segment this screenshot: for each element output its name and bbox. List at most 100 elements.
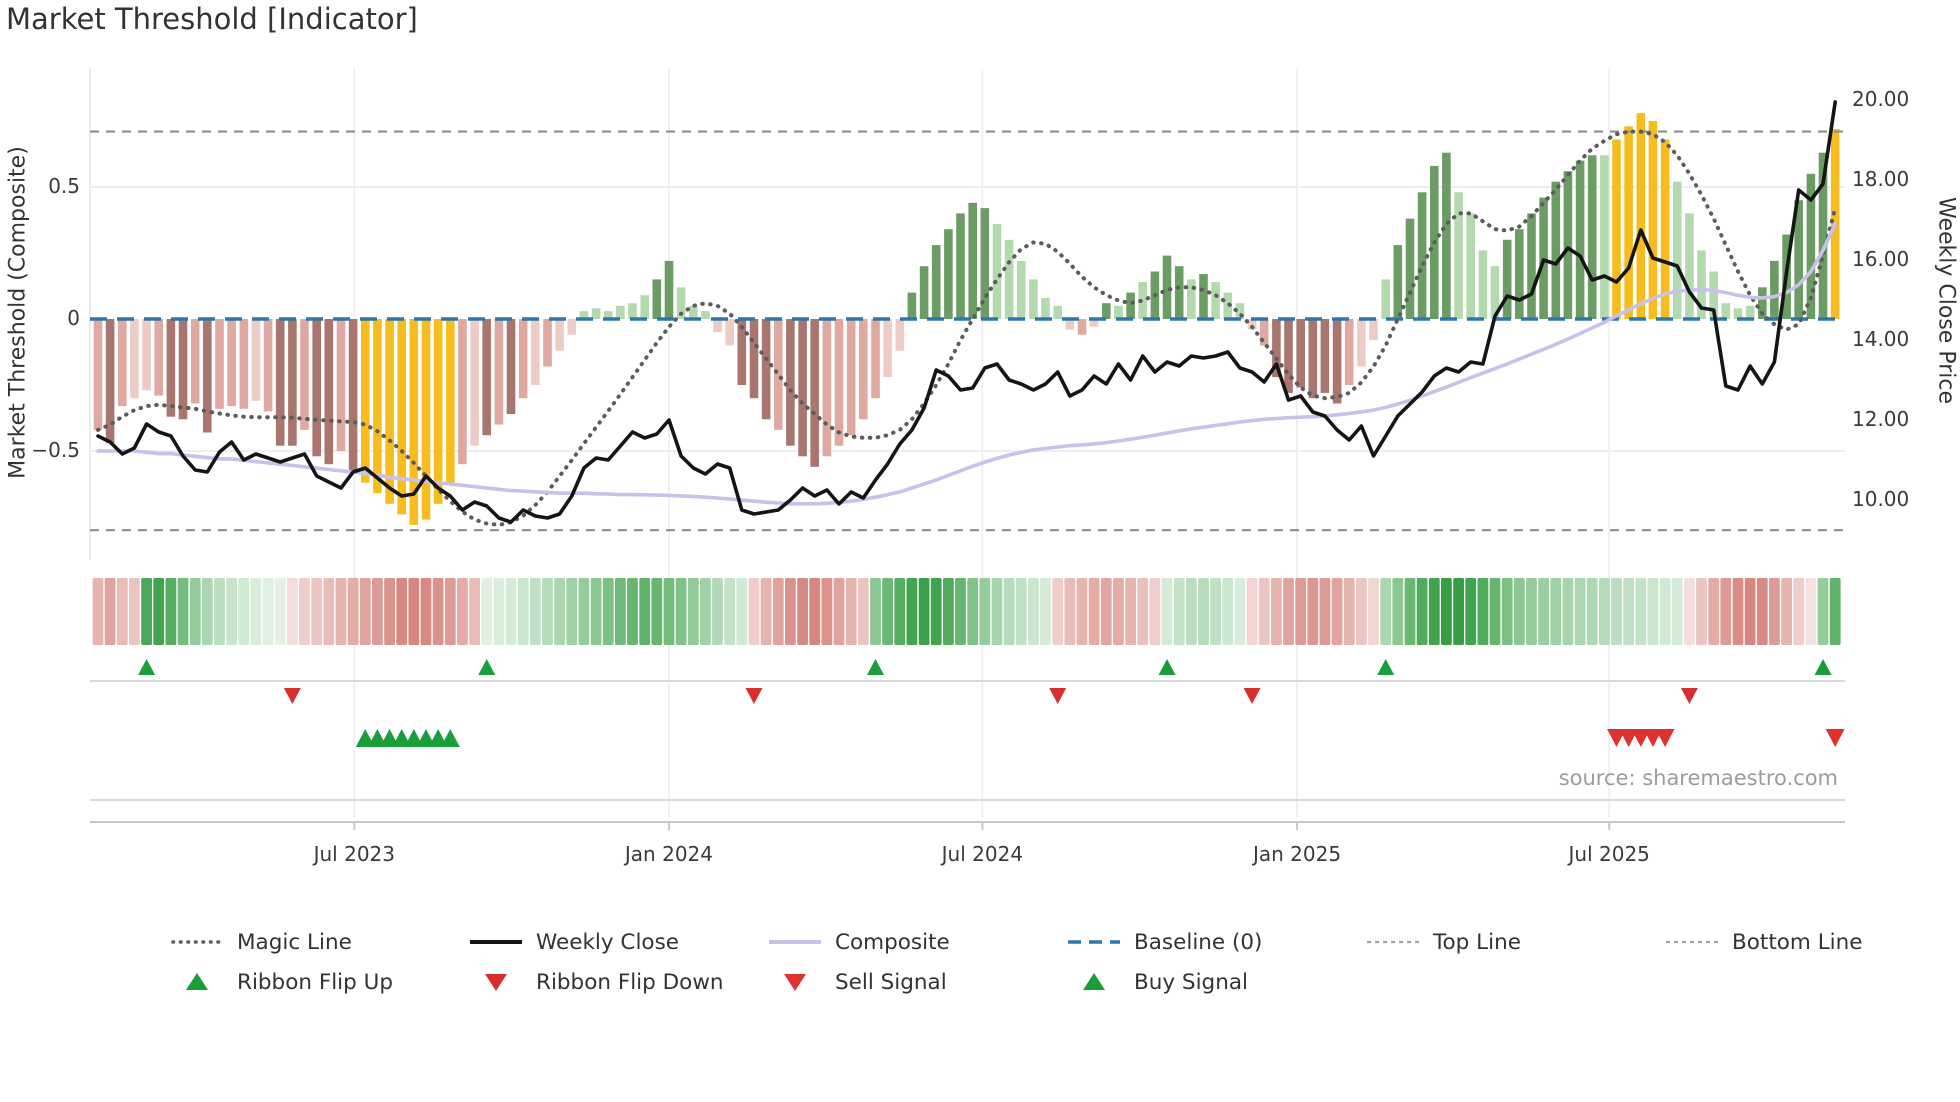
threshold-bar (1442, 152, 1451, 319)
threshold-bar (1247, 319, 1257, 330)
threshold-bar (846, 319, 856, 436)
ribbon-cell (882, 578, 893, 645)
ribbon-cell (967, 578, 979, 645)
ribbon-flip-down-marker (1680, 688, 1698, 704)
threshold-bar (1308, 319, 1318, 399)
threshold-bar (1733, 308, 1743, 319)
threshold-bar (409, 319, 419, 525)
threshold-bar (944, 229, 953, 319)
threshold-bar (1454, 192, 1463, 319)
ribbon-cell (615, 578, 626, 645)
threshold-bar (1758, 287, 1767, 319)
ribbon-cell (918, 578, 930, 645)
ribbon-cell (238, 578, 250, 645)
legend-label: Ribbon Flip Down (536, 969, 724, 995)
threshold-bar (494, 319, 504, 425)
threshold-bar (1381, 279, 1390, 319)
right-axis-tick-label: 20.00 (1852, 87, 1910, 111)
ribbon-cell (311, 578, 323, 645)
ribbon-cell (444, 578, 456, 645)
ribbon-cell (1015, 578, 1027, 645)
threshold-bar (555, 319, 564, 351)
ribbon-cell (955, 578, 966, 645)
ribbon-cell (1744, 578, 1756, 645)
threshold-bar (786, 319, 795, 446)
left-axis-tick-label: 0.5 (48, 174, 80, 198)
threshold-bar (105, 319, 115, 444)
threshold-bar (1296, 319, 1305, 388)
legend-item-ribbon-flip-down: Ribbon Flip Down (469, 968, 724, 996)
buy-signal-marker (428, 729, 448, 747)
threshold-bar (1077, 319, 1087, 335)
threshold-bar (591, 308, 601, 319)
buy-signal-marker (416, 729, 436, 747)
threshold-bar (1041, 297, 1050, 319)
threshold-bar (871, 319, 880, 399)
ribbon-flip-up-marker (1377, 659, 1395, 675)
sell-signal-marker (1825, 729, 1845, 747)
threshold-bar (142, 319, 151, 391)
dashed-blue-line-icon (1068, 940, 1120, 944)
ribbon-cell (675, 578, 687, 645)
threshold-bar (567, 319, 577, 335)
threshold-bar (1587, 155, 1597, 319)
legend-item-buy-signal: Buy Signal (1067, 968, 1248, 996)
ribbon-cell (1793, 578, 1805, 645)
threshold-bar (1745, 305, 1755, 319)
ribbon-cell (505, 578, 517, 645)
threshold-bar (798, 319, 807, 457)
ribbon-flip-up-marker (138, 659, 156, 675)
ribbon-cell (493, 578, 505, 645)
ribbon-cell (1343, 578, 1355, 645)
threshold-bar (664, 260, 674, 319)
legend-label: Ribbon Flip Up (237, 969, 394, 995)
ribbon-cell (1198, 578, 1209, 645)
threshold-bar (1806, 173, 1816, 319)
ribbon-cell (408, 578, 420, 645)
threshold-bar (239, 319, 249, 409)
ribbon-cell (1647, 578, 1659, 645)
threshold-bar (1770, 260, 1779, 319)
ribbon-cell (529, 578, 541, 645)
ribbon-cell (1185, 578, 1197, 645)
legend-item-ribbon-flip-up: Ribbon Flip Up (170, 968, 393, 996)
ribbon-cell (1805, 578, 1817, 645)
right-axis-title: Weekly Close Price (1933, 197, 1959, 404)
threshold-bar (324, 319, 334, 465)
threshold-bar (1527, 213, 1536, 319)
ribbon-cell (335, 578, 347, 645)
threshold-bar (1114, 305, 1123, 319)
x-axis-label: Jul 2025 (1568, 842, 1650, 866)
threshold-bar (1004, 239, 1014, 319)
ribbon-cell (116, 578, 128, 645)
legend-item-baseline: Baseline (0) (1067, 928, 1262, 956)
threshold-bar (1187, 279, 1196, 319)
ribbon-cell (141, 578, 152, 645)
threshold-bar (725, 319, 734, 346)
ribbon-cell (177, 578, 189, 645)
threshold-bar (1575, 160, 1585, 319)
threshold-bar (956, 213, 965, 319)
ribbon-cell (372, 578, 383, 645)
threshold-bar (652, 279, 662, 319)
ribbon-cell (930, 578, 942, 645)
ribbon-cell (1064, 578, 1076, 645)
threshold-bar (446, 319, 455, 486)
ribbon-cell (517, 578, 529, 645)
ribbon-cell (1295, 578, 1307, 645)
threshold-bar (859, 319, 868, 420)
ribbon-cell (1441, 578, 1452, 645)
ribbon-cell (1028, 578, 1039, 645)
threshold-bar (603, 311, 613, 319)
ribbon-cell (943, 578, 954, 645)
threshold-bar (227, 319, 236, 407)
weekly-close-line (96, 100, 1837, 524)
threshold-bar (713, 319, 722, 333)
threshold-bar (300, 319, 309, 430)
threshold-bar (822, 319, 832, 457)
buy-signal-marker (367, 729, 387, 747)
sell-signal-marker (1643, 729, 1663, 747)
magic-line (96, 129, 1838, 527)
threshold-bar (215, 319, 224, 409)
